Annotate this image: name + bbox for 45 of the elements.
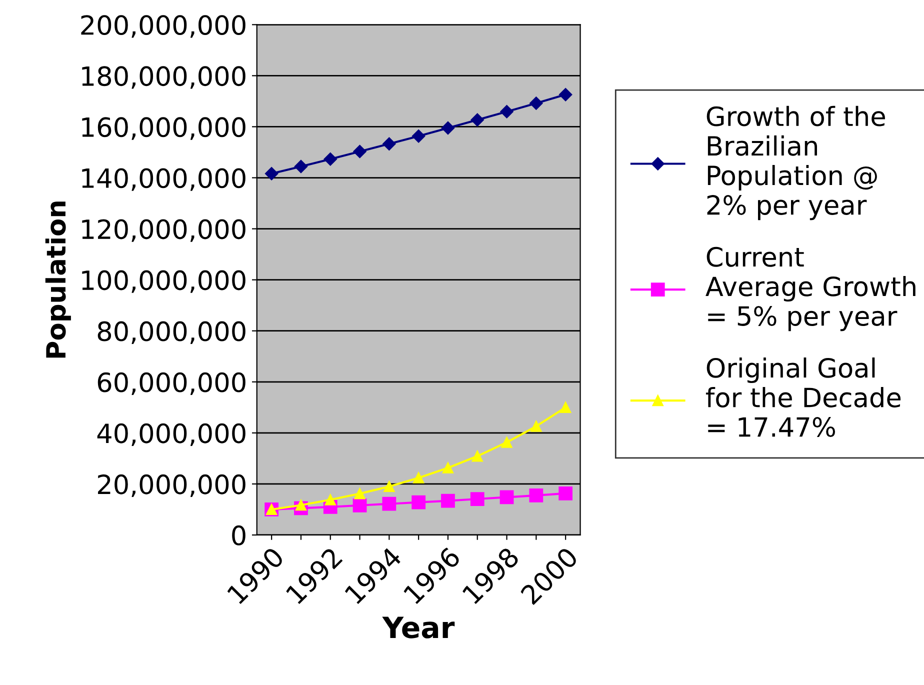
point — [529, 488, 544, 502]
point — [441, 121, 455, 135]
y-tick-label: 60,000,000 — [98, 372, 246, 395]
y-tick-label: 140,000,000 — [82, 168, 246, 191]
point — [530, 420, 542, 432]
point — [412, 495, 426, 510]
point — [382, 496, 396, 511]
point — [324, 152, 337, 166]
point — [472, 450, 483, 462]
point — [501, 436, 512, 448]
legend-label: Original Goal for the Decade = 17.47% — [706, 357, 901, 438]
point — [384, 480, 395, 492]
point — [560, 402, 572, 413]
y-tick-label: 100,000,000 — [82, 270, 246, 293]
y-tick-label: 180,000,000 — [82, 66, 246, 89]
y-tick-label: 0 — [232, 525, 246, 546]
point — [442, 462, 454, 474]
point — [352, 498, 367, 512]
legend-label: Current Average Growth = 5% per year — [706, 246, 916, 332]
point — [413, 472, 424, 484]
point — [295, 500, 307, 511]
point — [470, 113, 484, 126]
y-tick-label: 120,000,000 — [82, 219, 246, 242]
point — [470, 492, 484, 506]
point — [500, 105, 514, 118]
x-axis-title: Year — [382, 616, 455, 638]
y-axis-title: Population — [45, 202, 71, 358]
y-tick-label: 20,000,000 — [98, 474, 246, 498]
point — [382, 137, 396, 150]
point — [500, 490, 514, 504]
y-tick-label: 40,000,000 — [97, 423, 246, 446]
point — [558, 486, 573, 500]
point — [412, 130, 426, 143]
point — [441, 494, 455, 508]
y-tick-label: 200,000,000 — [81, 15, 246, 38]
point — [558, 88, 572, 102]
legend-label: Growth of the Brazilian Population @ 2% per year — [706, 106, 885, 220]
point — [324, 494, 336, 506]
point — [264, 167, 278, 180]
point — [530, 96, 543, 110]
point — [294, 160, 308, 174]
point — [354, 488, 366, 500]
y-tick-label: 160,000,000 — [82, 117, 246, 140]
point — [353, 144, 366, 158]
y-tick-label: 80,000,000 — [98, 321, 246, 344]
